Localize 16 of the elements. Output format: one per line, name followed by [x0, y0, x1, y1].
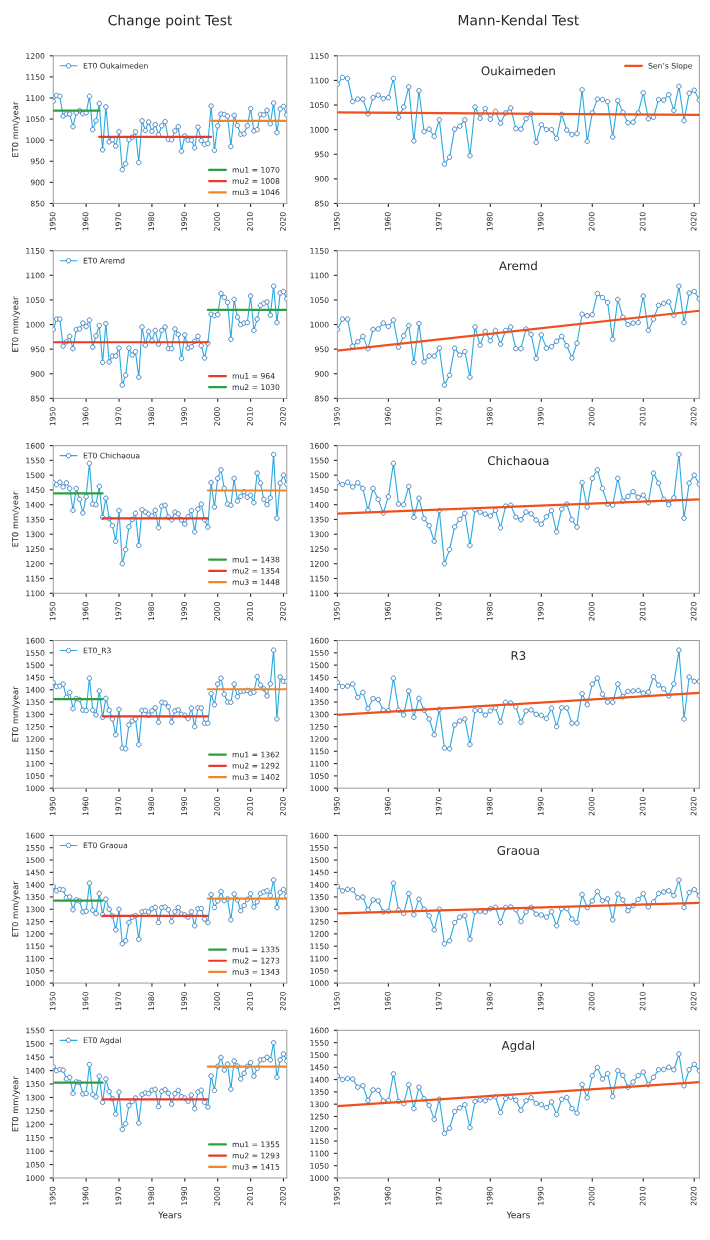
y-axis-title: ET0 mm/year	[12, 686, 20, 742]
annotation: Graoua	[497, 845, 539, 855]
chart-title: Change point Test	[108, 14, 233, 29]
x-axis-title: Years	[158, 1211, 182, 1219]
annotation: R3	[511, 651, 526, 660]
chart-title: Mann-Kendal Test	[458, 14, 579, 26]
annotation: Oukaimeden	[481, 66, 555, 76]
y-axis-title: ET0 mm/year	[12, 491, 20, 547]
y-axis-title: ET0 mm/year	[12, 296, 20, 352]
annotation: Agdal	[501, 1040, 535, 1053]
y-axis-title: ET0 mm/year	[12, 101, 20, 157]
y-axis-title: ET0 mm/year	[12, 1076, 20, 1132]
annotation: Aremd	[499, 261, 537, 271]
annotation: Chichaoua	[487, 455, 549, 466]
y-axis-title: ET0 mm/year	[12, 881, 20, 937]
x-axis-title: Years	[506, 1211, 530, 1219]
